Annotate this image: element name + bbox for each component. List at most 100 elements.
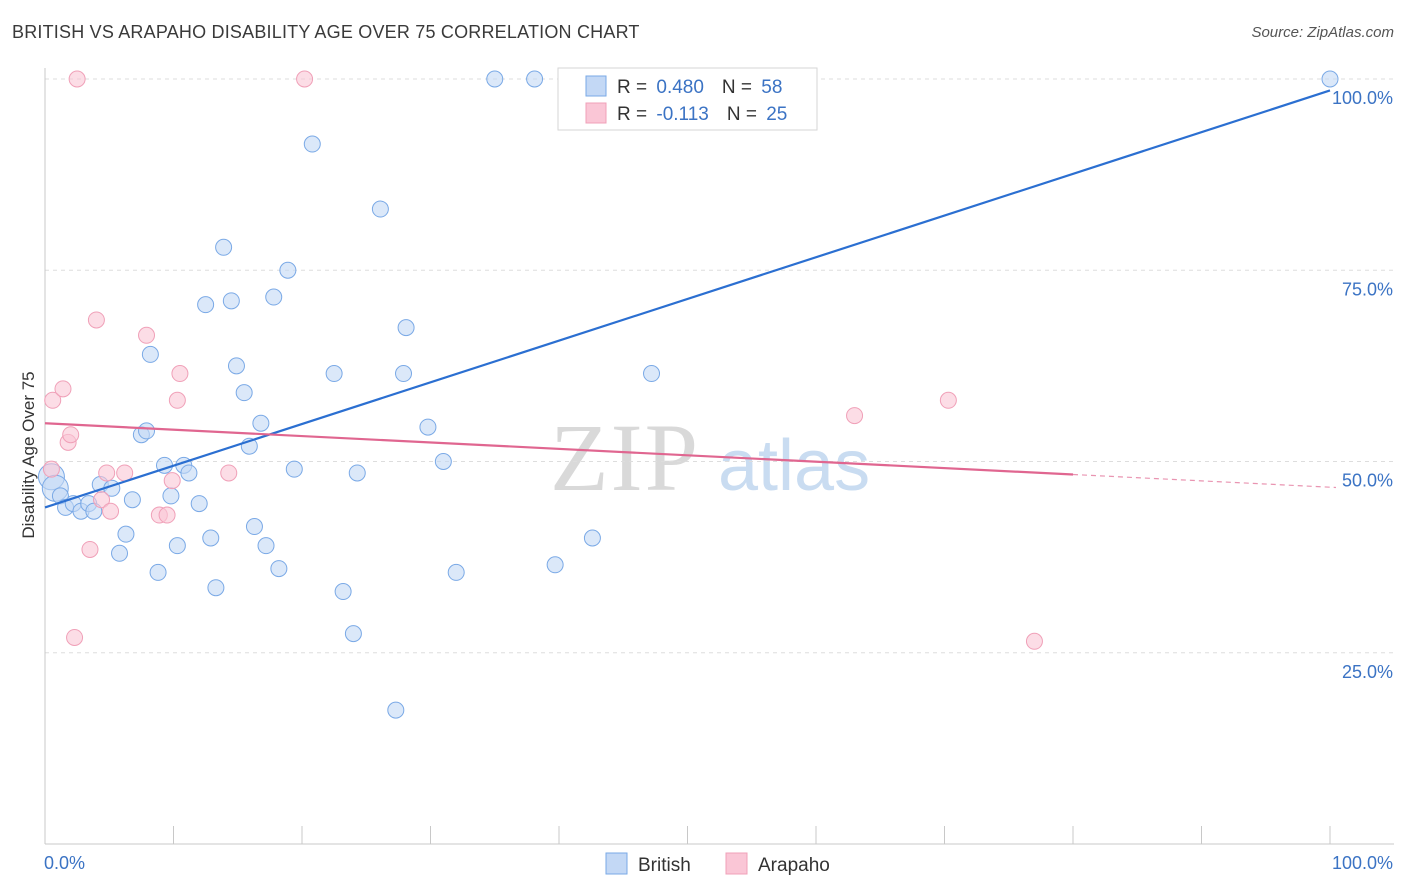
point-british [303, 135, 321, 153]
point-arapaho [168, 391, 186, 409]
point-british [117, 525, 135, 543]
stats-n-value-arapaho: 25 [766, 104, 787, 125]
grid-lines [45, 78, 1394, 654]
trend-lines [44, 89, 1337, 509]
point-british [141, 345, 159, 363]
point-arapaho [163, 472, 181, 490]
point-arapaho [81, 540, 99, 558]
point-arapaho [54, 380, 72, 398]
y-tick-label: 50.0% [1342, 471, 1393, 491]
point-arapaho [220, 464, 238, 482]
point-british [546, 556, 564, 574]
point-british [583, 529, 601, 547]
point-british [168, 537, 186, 555]
x-tick-label-min: 0.0% [44, 853, 85, 873]
point-arapaho [939, 391, 957, 409]
data-points [37, 70, 1339, 719]
point-british [227, 357, 245, 375]
stats-r-value-british: 0.480 [656, 77, 704, 98]
stats-r-value-arapaho: -0.113 [656, 104, 708, 125]
point-british [526, 70, 544, 88]
point-british [138, 422, 156, 440]
stats-n-label-british: N = [722, 77, 757, 98]
point-british [245, 518, 263, 536]
point-arapaho [93, 491, 111, 509]
point-arapaho [42, 460, 60, 478]
point-british [235, 384, 253, 402]
watermark: ZIP atlas [550, 404, 870, 511]
y-tick-label: 75.0% [1342, 279, 1393, 299]
stats-swatch-british [585, 75, 607, 97]
point-british [395, 365, 413, 383]
trend-line-arapaho [44, 422, 1074, 476]
point-british [643, 365, 661, 383]
watermark-atlas: atlas [718, 426, 870, 506]
point-british [279, 261, 297, 279]
point-british [111, 544, 129, 562]
source-credit: Source: ZipAtlas.com [1251, 24, 1394, 41]
point-arapaho [171, 365, 189, 383]
point-british [190, 495, 208, 513]
point-british [123, 491, 141, 509]
stats-r-label-arapaho: R = [617, 104, 652, 125]
point-british [344, 625, 362, 643]
legend-swatch-arapaho [725, 852, 748, 875]
point-british [222, 292, 240, 310]
point-british [387, 701, 405, 719]
point-arapaho [87, 311, 105, 329]
point-arapaho [158, 506, 176, 524]
point-british [162, 487, 180, 505]
x-axis-ticks [44, 826, 1331, 844]
point-british [180, 464, 198, 482]
point-british [285, 460, 303, 478]
point-british [149, 563, 167, 581]
watermark-zip: ZIP [550, 404, 700, 511]
point-british [325, 365, 343, 383]
stats-swatch-arapaho [585, 102, 607, 124]
stats-r-label-british: R = [617, 77, 652, 98]
trend-line-extension-arapaho [1072, 473, 1337, 489]
point-british [207, 579, 225, 597]
stats-legend: R = 0.480 N = 58 R = -0.113 N = 25 [557, 67, 818, 131]
point-arapaho [98, 464, 116, 482]
stats-n-label-arapaho: N = [727, 104, 762, 125]
legend-swatch-british [605, 852, 628, 875]
point-british [419, 418, 437, 436]
point-arapaho [68, 70, 86, 88]
point-arapaho [66, 628, 84, 646]
y-tick-label: 25.0% [1342, 662, 1393, 682]
series-legend: British Arapaho [605, 852, 830, 876]
point-arapaho [44, 391, 62, 409]
point-arapaho [102, 502, 120, 520]
point-british [348, 464, 366, 482]
point-arapaho [138, 326, 156, 344]
point-british [215, 238, 233, 256]
stats-row-arapaho: R = -0.113 N = 25 [617, 104, 787, 125]
point-british [270, 560, 288, 578]
point-british [334, 583, 352, 601]
legend-label-british: British [638, 855, 691, 876]
point-arapaho [1025, 632, 1043, 650]
point-arapaho [846, 407, 864, 425]
y-axis-title: Disability Age Over 75 [19, 371, 38, 538]
y-axis-tick-labels: 25.0% 50.0% 75.0% 100.0% [1332, 88, 1393, 682]
point-british [197, 296, 215, 314]
x-tick-label-max: 100.0% [1332, 853, 1393, 873]
stats-row-british: R = 0.480 N = 58 [617, 77, 782, 98]
point-british [486, 70, 504, 88]
point-arapaho [62, 426, 80, 444]
point-british [397, 319, 415, 337]
legend-label-arapaho: Arapaho [758, 855, 830, 876]
point-british [257, 537, 275, 555]
y-tick-label: 100.0% [1332, 88, 1393, 108]
point-british [265, 288, 283, 306]
point-british [447, 563, 465, 581]
stats-n-value-british: 58 [761, 77, 782, 98]
point-british [202, 529, 220, 547]
point-british [434, 453, 452, 470]
point-arapaho [296, 70, 314, 88]
point-british [371, 200, 389, 218]
point-arapaho [116, 464, 134, 482]
point-british [1321, 70, 1339, 88]
